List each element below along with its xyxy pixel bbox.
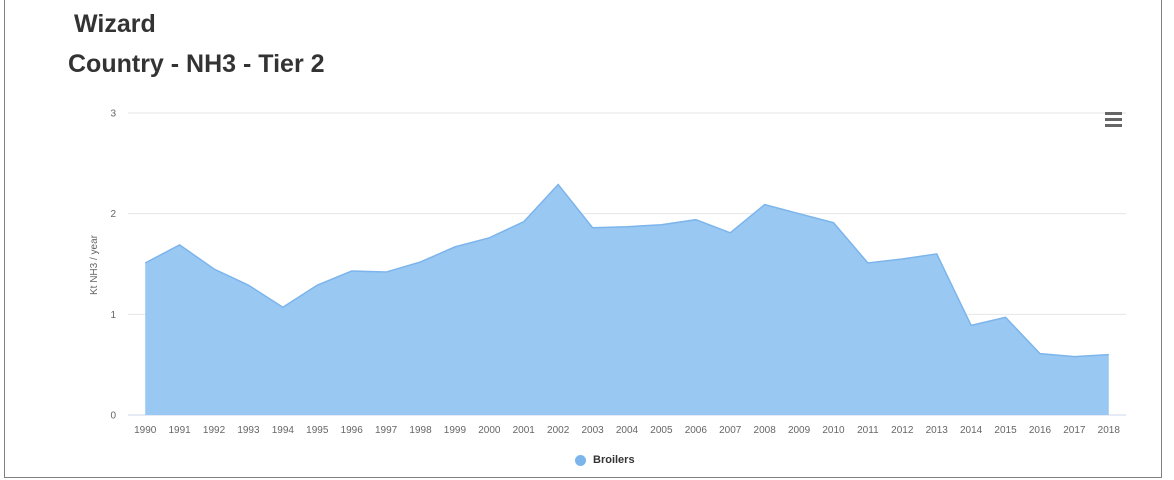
data-point[interactable] (485, 234, 493, 242)
x-tick-label: 1998 (409, 425, 432, 436)
data-point[interactable] (313, 281, 321, 289)
data-point[interactable] (451, 243, 459, 251)
x-tick-label: 2011 (857, 425, 879, 436)
data-point[interactable] (761, 201, 769, 209)
x-tick-label: 1990 (134, 425, 157, 436)
x-tick-label: 2001 (513, 425, 536, 436)
x-tick-label: 2018 (1098, 425, 1121, 436)
x-tick-label: 2006 (685, 425, 708, 436)
x-tick-label: 1993 (237, 425, 260, 436)
x-tick-label: 2009 (788, 425, 811, 436)
data-point[interactable] (1070, 353, 1078, 361)
series-area-fill (145, 184, 1109, 415)
x-axis-ticks: 1990 1991 1992 1993 1994 1995 1996 1997 1998 1999… (134, 425, 1120, 436)
x-tick-label: 1992 (203, 425, 226, 436)
data-point[interactable] (726, 229, 734, 237)
data-point[interactable] (382, 268, 390, 276)
x-tick-label: 2013 (926, 425, 949, 436)
data-point[interactable] (657, 221, 665, 229)
y-tick-label: 1 (110, 310, 116, 321)
data-point[interactable] (623, 223, 631, 231)
data-point[interactable] (1036, 350, 1044, 358)
x-tick-label: 1996 (341, 425, 364, 436)
legend-item-broilers[interactable]: Broilers (575, 452, 635, 468)
y-axis-ticks: 0 1 2 3 (110, 109, 116, 422)
data-point[interactable] (141, 259, 149, 267)
x-tick-label: 1997 (375, 425, 398, 436)
data-point[interactable] (933, 250, 941, 258)
data-point[interactable] (692, 216, 700, 224)
data-point[interactable] (176, 241, 184, 249)
data-point[interactable] (244, 281, 252, 289)
x-tick-label: 2012 (891, 425, 914, 436)
x-tick-label: 2004 (616, 425, 639, 436)
x-tick-label: 2017 (1063, 425, 1086, 436)
x-tick-label: 2000 (478, 425, 501, 436)
legend-label: Broilers (593, 454, 635, 466)
data-point[interactable] (417, 258, 425, 266)
data-point[interactable] (348, 267, 356, 275)
chart-title: Wizard (74, 10, 156, 38)
data-point[interactable] (520, 218, 528, 226)
legend-symbol (575, 454, 586, 466)
chart-subtitle: Country - NH3 - Tier 2 (68, 50, 325, 78)
data-point[interactable] (279, 303, 287, 311)
x-tick-label: 2014 (960, 425, 983, 436)
series-area (141, 180, 1113, 415)
x-tick-label: 2010 (822, 425, 845, 436)
x-tick-label: 2007 (719, 425, 742, 436)
data-point[interactable] (589, 224, 597, 232)
y-tick-label: 2 (110, 209, 116, 220)
x-tick-label: 1999 (444, 425, 467, 436)
x-tick-label: 1991 (168, 425, 191, 436)
data-point[interactable] (1002, 313, 1010, 321)
x-tick-label: 2015 (994, 425, 1017, 436)
data-point[interactable] (864, 259, 872, 267)
y-tick-label: 0 (110, 411, 116, 422)
data-point[interactable] (210, 265, 218, 273)
x-tick-label: 2003 (581, 425, 604, 436)
x-tick-label: 2002 (547, 425, 570, 436)
x-tick-label: 1995 (306, 425, 329, 436)
y-axis-label: Kt NH3 / year (89, 234, 100, 295)
x-tick-label: 2005 (650, 425, 673, 436)
data-point[interactable] (554, 180, 562, 188)
data-point[interactable] (898, 255, 906, 263)
y-tick-label: 3 (110, 109, 116, 120)
x-tick-label: 1994 (272, 425, 295, 436)
data-point[interactable] (1105, 351, 1113, 359)
data-point[interactable] (967, 321, 975, 329)
series-line (144, 183, 1109, 358)
data-point[interactable] (795, 210, 803, 218)
x-tick-label: 2008 (754, 425, 777, 436)
x-tick-label: 2016 (1029, 425, 1052, 436)
hamburger-menu-icon[interactable] (1102, 112, 1126, 132)
data-point[interactable] (829, 219, 837, 227)
